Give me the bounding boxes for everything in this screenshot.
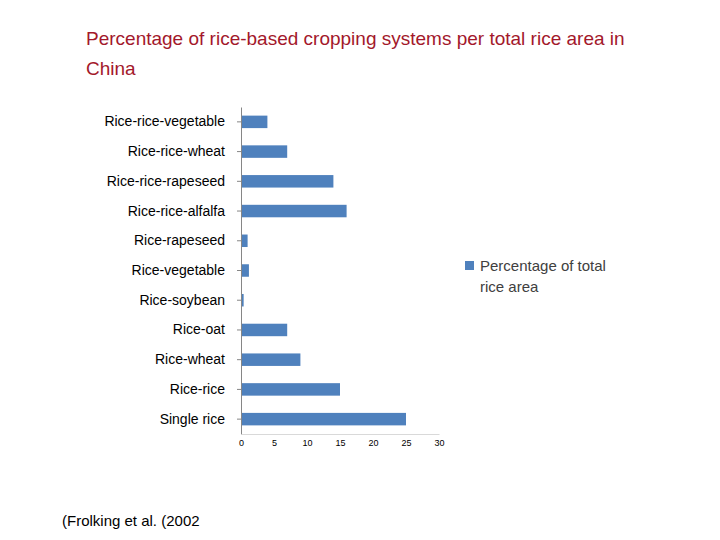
x-tick-label: 15 bbox=[335, 438, 345, 448]
x-tick: 10 bbox=[302, 434, 312, 448]
y-tick: Rice-rice-wheat bbox=[128, 143, 241, 159]
source: (Frolking et al. (2002 bbox=[62, 512, 200, 529]
y-tick: Rice-rice bbox=[170, 381, 241, 397]
x-tick-label: 20 bbox=[368, 438, 378, 448]
y-tick-mark bbox=[237, 329, 241, 330]
category-label: Single rice bbox=[160, 411, 226, 427]
bar bbox=[241, 145, 287, 157]
y-axis: Rice-rice-vegetable Rice-rice-wheat Rice-r… bbox=[104, 108, 241, 435]
category-label: Rice-vegetable bbox=[132, 262, 226, 278]
y-tick-mark bbox=[237, 300, 241, 301]
category-label: Rice-rice-rapeseed bbox=[107, 173, 225, 189]
x-tick-label: 10 bbox=[302, 438, 312, 448]
category-label: Rice-wheat bbox=[155, 351, 225, 367]
y-tick: Single rice bbox=[160, 411, 241, 427]
y-tick-mark bbox=[237, 181, 241, 182]
category-label: Rice-rapeseed bbox=[134, 232, 225, 248]
bar bbox=[241, 413, 406, 425]
x-tick: 0 bbox=[239, 434, 244, 448]
x-tick: 30 bbox=[434, 434, 444, 448]
bar bbox=[241, 353, 300, 365]
x-tick-label: 5 bbox=[272, 438, 277, 448]
x-tick-label: 0 bbox=[239, 438, 244, 448]
category-label: Rice-rice-wheat bbox=[128, 143, 225, 159]
bar bbox=[241, 175, 333, 187]
x-tick: 5 bbox=[272, 434, 277, 448]
title: Percentage of rice-based cropping system… bbox=[86, 28, 625, 79]
bar bbox=[241, 116, 267, 128]
y-tick-mark bbox=[237, 359, 241, 360]
x-axis: 0 5 10 15 20 25 30 bbox=[239, 434, 445, 448]
y-tick-mark bbox=[237, 389, 241, 390]
bar bbox=[241, 264, 249, 276]
y-tick: Rice-rice-alfalfa bbox=[128, 203, 241, 219]
category-label: Rice-rice bbox=[170, 381, 225, 397]
y-tick: Rice-rice-vegetable bbox=[104, 113, 241, 129]
y-tick: Rice-oat bbox=[173, 321, 241, 337]
y-axis-line bbox=[241, 108, 242, 435]
y-tick-mark bbox=[237, 211, 241, 212]
y-tick-mark bbox=[237, 240, 241, 241]
y-tick: Rice-vegetable bbox=[132, 262, 241, 278]
bar bbox=[241, 383, 340, 395]
y-tick-mark bbox=[237, 270, 241, 271]
category-label: Rice-rice-alfalfa bbox=[128, 203, 225, 219]
x-tick: 20 bbox=[368, 434, 378, 448]
x-tick-label: 30 bbox=[434, 438, 444, 448]
y-tick: Rice-rice-rapeseed bbox=[107, 173, 241, 189]
legend: Percentage of totalrice area bbox=[465, 257, 606, 295]
x-tick: 15 bbox=[335, 434, 345, 448]
y-tick-mark bbox=[237, 419, 241, 420]
x-tick: 25 bbox=[401, 434, 411, 448]
y-tick: Rice-wheat bbox=[155, 351, 241, 367]
y-tick: Rice-soybean bbox=[139, 292, 241, 308]
y-tick-mark bbox=[237, 121, 241, 122]
y-tick-mark bbox=[237, 151, 241, 152]
legend-label: Percentage of totalrice area bbox=[480, 257, 606, 295]
category-label: Rice-oat bbox=[173, 321, 225, 337]
y-tick: Rice-rapeseed bbox=[134, 232, 241, 248]
category-label: Rice-soybean bbox=[139, 292, 225, 308]
x-tick-label: 25 bbox=[401, 438, 411, 448]
chart: Percentage of rice-based cropping system… bbox=[0, 0, 720, 540]
bar bbox=[241, 324, 287, 336]
category-label: Rice-rice-vegetable bbox=[104, 113, 225, 129]
bar bbox=[241, 205, 347, 217]
bars bbox=[241, 116, 406, 426]
legend-swatch bbox=[465, 261, 474, 270]
x-axis-line bbox=[242, 434, 440, 435]
